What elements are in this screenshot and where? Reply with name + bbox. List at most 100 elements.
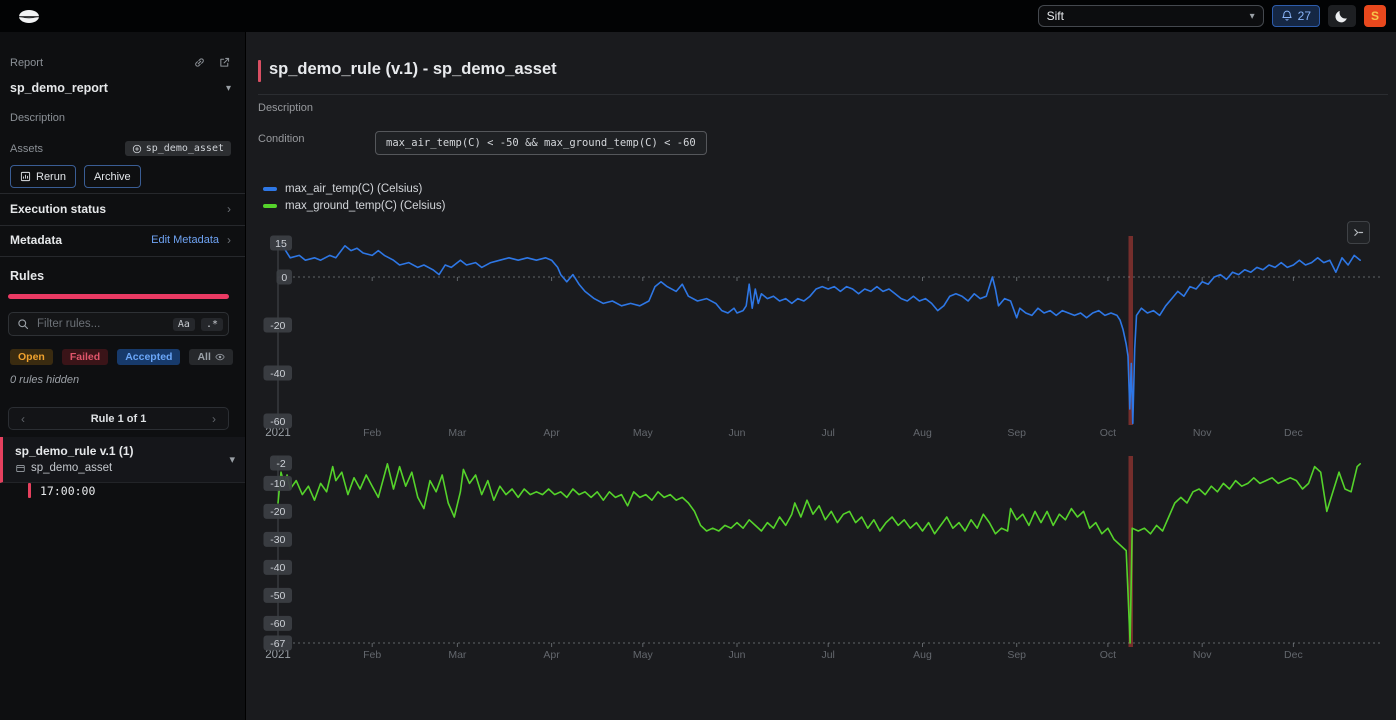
regex-button[interactable]: .* bbox=[200, 317, 223, 331]
report-label: Report bbox=[10, 56, 44, 69]
moon-icon bbox=[1335, 9, 1349, 23]
y-tick-chip: -2 bbox=[270, 455, 292, 471]
annotation-marker bbox=[28, 483, 31, 498]
y-tick-chip: -30 bbox=[263, 531, 292, 547]
filter-chip-open[interactable]: Open bbox=[10, 349, 53, 365]
y-tick-chip: -40 bbox=[263, 559, 292, 575]
search-icon bbox=[17, 318, 29, 330]
svg-text:-20: -20 bbox=[270, 506, 285, 518]
svg-text:-50: -50 bbox=[270, 590, 285, 602]
svg-text:-40: -40 bbox=[270, 562, 285, 574]
chevron-down-icon[interactable]: ▾ bbox=[229, 454, 235, 466]
rules-hidden-note: 0 rules hidden bbox=[10, 374, 80, 386]
main-panel: sp_demo_rule (v.1) - sp_demo_asset Descr… bbox=[246, 32, 1396, 720]
chart-svg: 2021 Feb Mar Apr May Jun Jul Aug Sep Oct Nov Dec -2 -… bbox=[263, 455, 1380, 661]
x-tick-label: Dec bbox=[1284, 427, 1303, 439]
svg-text:15: 15 bbox=[275, 238, 287, 250]
rule-card-asset: sp_demo_asset bbox=[31, 462, 113, 474]
x-tick-label: Nov bbox=[1193, 649, 1212, 661]
asset-icon bbox=[132, 144, 142, 154]
svg-text:-40: -40 bbox=[270, 368, 285, 380]
notifications-button[interactable]: 27 bbox=[1271, 5, 1320, 27]
x-tick-label: Jun bbox=[729, 649, 746, 661]
svg-text:-30: -30 bbox=[270, 534, 285, 546]
user-avatar[interactable]: S bbox=[1364, 5, 1386, 27]
ground-temp-chart[interactable]: 2021 Feb Mar Apr May Jun Jul Aug Sep Oct Nov Dec -2 -… bbox=[258, 450, 1396, 665]
title-accent-bar bbox=[258, 60, 261, 82]
execution-status-label: Execution status bbox=[10, 202, 107, 216]
metadata-label: Metadata bbox=[10, 233, 63, 247]
x-tick-label: Aug bbox=[913, 427, 932, 439]
legend-item-1[interactable]: max_ground_temp(C) (Celsius) bbox=[263, 200, 445, 212]
y-tick-chip: -20 bbox=[263, 317, 292, 333]
legend-item-0[interactable]: max_air_temp(C) (Celsius) bbox=[263, 183, 445, 195]
series-line bbox=[277, 240, 1361, 425]
pager-text: Rule 1 of 1 bbox=[90, 412, 147, 425]
x-tick-label: Mar bbox=[448, 427, 467, 439]
filter-chip-accepted[interactable]: Accepted bbox=[117, 349, 181, 365]
svg-text:0: 0 bbox=[281, 272, 287, 284]
rule-pager: ‹ Rule 1 of 1 › bbox=[8, 407, 229, 430]
filter-chip-failed[interactable]: Failed bbox=[61, 349, 109, 365]
y-tick-chip: -50 bbox=[263, 587, 292, 603]
pager-prev-button[interactable]: ‹ bbox=[21, 411, 25, 426]
x-tick-label: Oct bbox=[1100, 427, 1116, 439]
x-tick-label: Jul bbox=[821, 649, 834, 661]
y-tick-chip: 0 bbox=[276, 269, 292, 285]
workspace-select[interactable]: Sift ▾ bbox=[1037, 5, 1264, 27]
legend-label: max_air_temp(C) (Celsius) bbox=[285, 183, 423, 195]
x-tick-label: Dec bbox=[1284, 649, 1303, 661]
y-tick-chip: 15 bbox=[270, 235, 292, 251]
condition-code: max_air_temp(C) < -50 && max_ground_temp… bbox=[375, 131, 707, 155]
report-name-row[interactable]: sp_demo_report ▾ bbox=[10, 81, 231, 95]
y-tick-chip: -60 bbox=[263, 413, 292, 429]
filter-chip-all[interactable]: All bbox=[189, 349, 233, 365]
condition-label: Condition bbox=[258, 133, 305, 145]
description-label: Description bbox=[10, 112, 66, 124]
chart-icon bbox=[20, 171, 31, 182]
x-tick-label: Sep bbox=[1007, 427, 1026, 439]
asset-icon bbox=[15, 463, 26, 474]
x-tick-label: Feb bbox=[363, 427, 381, 439]
series-line bbox=[277, 463, 1361, 644]
chart-svg: 2021 Feb Mar Apr May Jun Jul Aug Sep Oct Nov Dec 15 0… bbox=[263, 235, 1380, 439]
rules-progress-bar bbox=[8, 294, 229, 299]
y-tick-chip: -10 bbox=[263, 475, 292, 491]
asset-chip[interactable]: sp_demo_asset bbox=[124, 141, 231, 156]
sidebar: Report sp_demo_report ▾ Description Asse… bbox=[0, 32, 246, 720]
x-tick-label: Feb bbox=[363, 649, 381, 661]
eye-icon bbox=[215, 352, 225, 362]
x-tick-label: Sep bbox=[1007, 649, 1026, 661]
execution-status-row[interactable]: Execution status › bbox=[10, 202, 231, 216]
page-title: sp_demo_rule (v.1) - sp_demo_asset bbox=[269, 60, 557, 78]
svg-text:-60: -60 bbox=[270, 618, 285, 630]
external-link-icon[interactable] bbox=[218, 56, 231, 69]
description-label: Description bbox=[258, 102, 314, 114]
theme-toggle-button[interactable] bbox=[1328, 5, 1356, 27]
x-tick-label: Jun bbox=[729, 427, 746, 439]
air-temp-chart[interactable]: 2021 Feb Mar Apr May Jun Jul Aug Sep Oct Nov Dec 15 0… bbox=[258, 230, 1396, 445]
link-icon[interactable] bbox=[193, 56, 206, 69]
x-tick-label: 2021 bbox=[265, 427, 291, 439]
x-tick-label: 2021 bbox=[265, 649, 291, 661]
chart-legend: max_air_temp(C) (Celsius) max_ground_temp… bbox=[263, 183, 445, 212]
top-bar: Sift ▾ 27 S bbox=[0, 0, 1396, 32]
rerun-button[interactable]: Rerun bbox=[10, 165, 76, 188]
rule-annotation-time[interactable]: 17:00:00 bbox=[28, 483, 95, 498]
edit-metadata-link[interactable]: Edit Metadata bbox=[151, 234, 219, 246]
chevron-down-icon: ▾ bbox=[1249, 10, 1255, 22]
pager-next-button[interactable]: › bbox=[212, 411, 216, 426]
title-divider bbox=[258, 94, 1388, 95]
rule-card[interactable]: sp_demo_rule v.1 (1) sp_demo_asset ▾ bbox=[0, 437, 245, 483]
y-tick-chip: -20 bbox=[263, 503, 292, 519]
svg-text:-10: -10 bbox=[270, 478, 285, 490]
archive-button[interactable]: Archive bbox=[83, 165, 141, 188]
svg-text:-2: -2 bbox=[276, 458, 285, 470]
annotation-time-text: 17:00:00 bbox=[40, 483, 96, 498]
filter-rules-input[interactable] bbox=[35, 317, 167, 331]
x-tick-label: Aug bbox=[913, 649, 932, 661]
match-case-button[interactable]: Aa bbox=[172, 317, 195, 331]
chevron-right-icon[interactable]: › bbox=[227, 233, 231, 247]
y-tick-chip: -67 bbox=[263, 635, 292, 651]
chart-options-button[interactable] bbox=[1347, 221, 1370, 244]
